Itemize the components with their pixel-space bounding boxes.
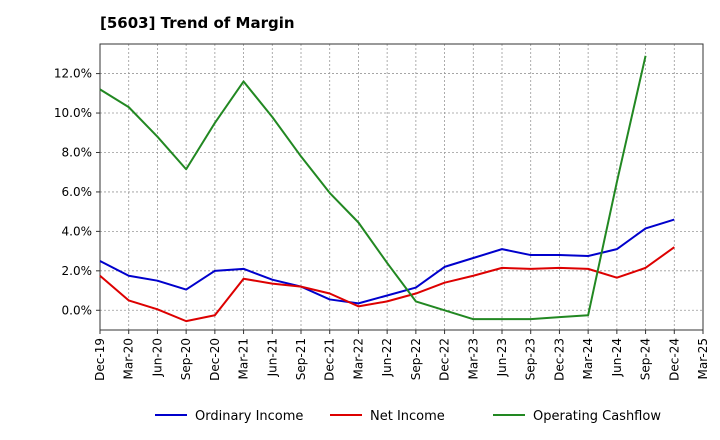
- x-tick-label: Mar-22: [351, 338, 365, 379]
- x-tick-label: Dec-23: [552, 338, 566, 381]
- x-tick-label: Mar-25: [696, 338, 710, 379]
- chart-title: [5603] Trend of Margin: [100, 14, 295, 32]
- x-tick-label: Dec-21: [323, 338, 337, 381]
- legend-label: Operating Cashflow: [533, 409, 661, 424]
- plot-frame: [99, 43, 704, 331]
- series-line-operating-cashflow: [99, 55, 647, 321]
- series-line-net-income: [99, 246, 675, 323]
- x-tick-label: Dec-24: [667, 338, 681, 381]
- x-tick-label: Dec-22: [438, 338, 452, 381]
- x-tick-label: Jun-20: [150, 338, 164, 377]
- y-tick-label: 6.0%: [62, 185, 93, 199]
- y-tick-label: 12.0%: [54, 67, 92, 81]
- legend-label: Ordinary Income: [195, 409, 303, 424]
- x-tick-label: Sep-23: [524, 338, 538, 380]
- x-tick-label: Sep-21: [294, 338, 308, 380]
- y-tick-label: 8.0%: [62, 145, 93, 159]
- legend-item-net-income: Net Income: [330, 409, 445, 424]
- legend-item-ordinary-income: Ordinary Income: [155, 409, 303, 424]
- x-tick-label: Jun-21: [265, 338, 279, 377]
- x-tick-label: Dec-19: [93, 338, 107, 381]
- x-tick-label: Mar-24: [581, 338, 595, 379]
- x-tick-label: Mar-20: [122, 338, 136, 379]
- y-tick-label: 4.0%: [62, 224, 93, 238]
- x-tick-label: Sep-24: [639, 338, 653, 380]
- x-tick-label: Sep-22: [409, 338, 423, 380]
- x-tick-label: Jun-24: [610, 338, 624, 377]
- x-tick-label: Jun-23: [495, 338, 509, 377]
- y-tick-label: 2.0%: [62, 264, 93, 278]
- x-tick-label: Sep-20: [179, 338, 193, 380]
- legend-item-operating-cashflow: Operating Cashflow: [493, 409, 661, 424]
- x-tick-label: Mar-23: [466, 338, 480, 379]
- legend-label: Net Income: [370, 409, 445, 424]
- x-tick-label: Dec-20: [208, 338, 222, 381]
- series-line-ordinary-income: [99, 218, 675, 305]
- y-tick-label: 0.0%: [62, 303, 93, 317]
- y-tick-label: 10.0%: [54, 106, 92, 120]
- x-tick-label: Jun-22: [380, 338, 394, 377]
- x-tick-label: Mar-21: [237, 338, 251, 379]
